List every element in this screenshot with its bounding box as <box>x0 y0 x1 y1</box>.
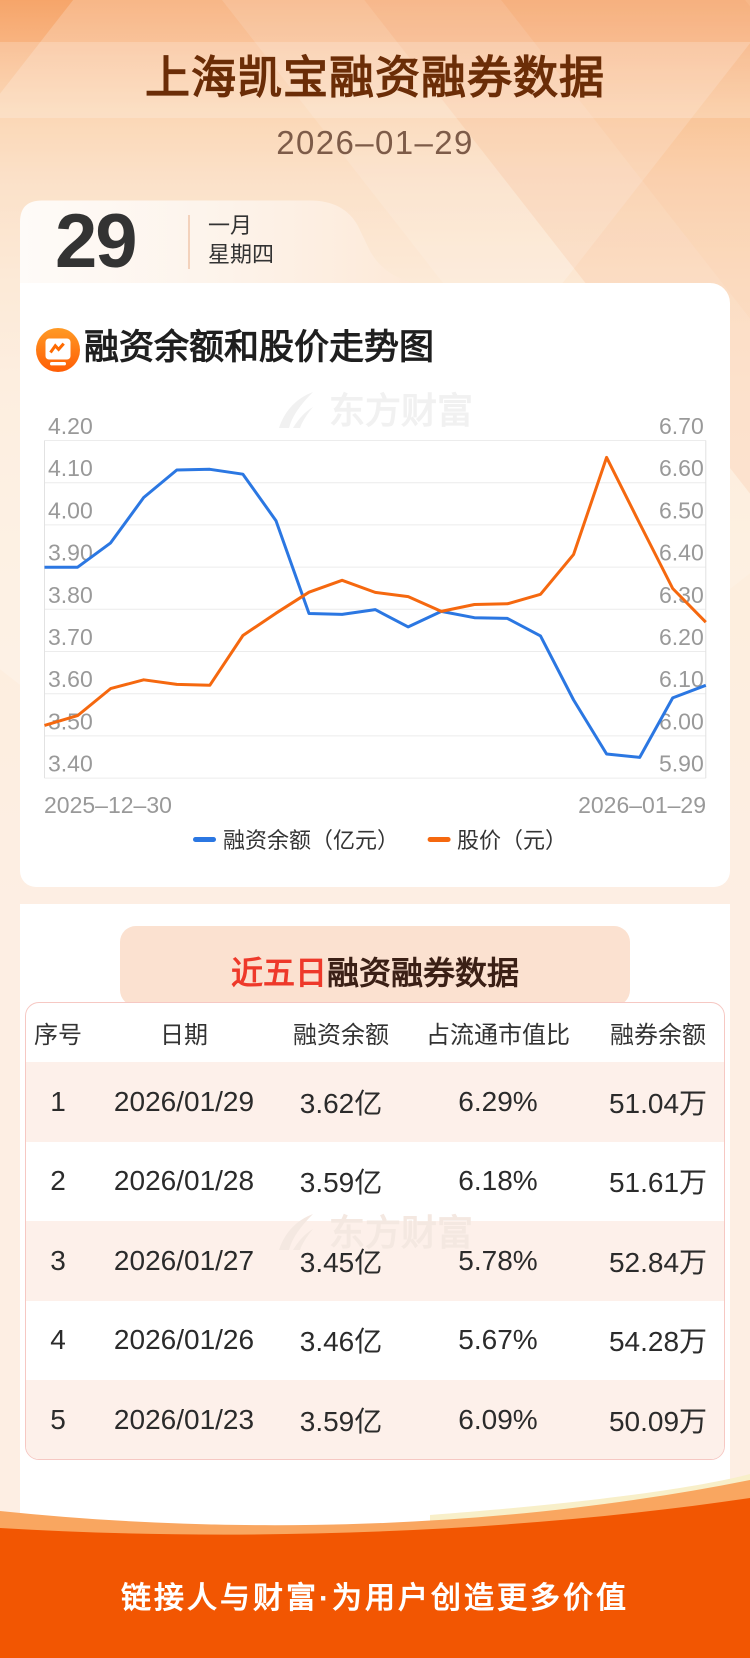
svg-text:3.40: 3.40 <box>48 751 93 777</box>
svg-text:6.70: 6.70 <box>659 413 704 439</box>
svg-text:2025–12–30: 2025–12–30 <box>44 792 172 818</box>
svg-text:6.20: 6.20 <box>659 624 704 650</box>
svg-text:3.60: 3.60 <box>48 666 93 692</box>
svg-text:融资余额（亿元）: 融资余额（亿元） <box>223 828 399 853</box>
svg-text:3.80: 3.80 <box>48 582 93 608</box>
svg-text:4.10: 4.10 <box>48 455 93 481</box>
svg-text:3.70: 3.70 <box>48 624 93 650</box>
svg-text:6.50: 6.50 <box>659 497 704 523</box>
svg-text:6.30: 6.30 <box>659 582 704 608</box>
svg-text:6.40: 6.40 <box>659 540 704 566</box>
svg-text:2026–01–29: 2026–01–29 <box>578 792 706 818</box>
svg-text:股价（元）: 股价（元） <box>457 828 567 853</box>
svg-text:6.60: 6.60 <box>659 455 704 481</box>
svg-text:5.90: 5.90 <box>659 751 704 777</box>
svg-text:6.00: 6.00 <box>659 708 704 734</box>
svg-text:4.00: 4.00 <box>48 497 93 523</box>
svg-text:4.20: 4.20 <box>48 413 93 439</box>
